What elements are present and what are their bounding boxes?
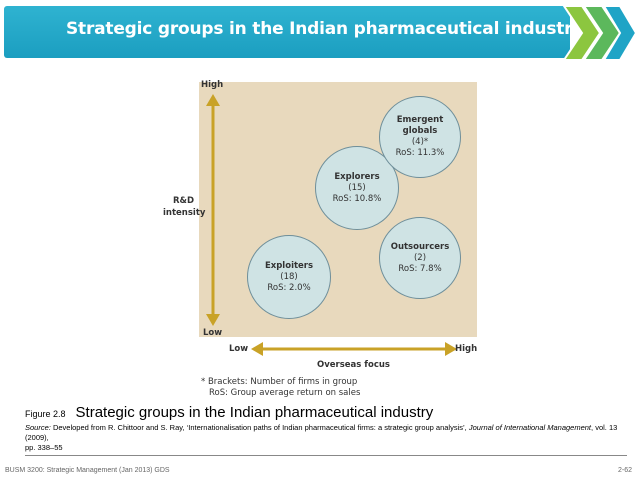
group-ros: RoS: 10.8%: [332, 193, 382, 204]
source-journal: Journal of International Management: [468, 423, 592, 432]
slide-title: Strategic groups in the Indian pharmaceu…: [66, 19, 584, 39]
group-explorers: Explorers (15) RoS: 10.8%: [315, 146, 399, 230]
group-count: (15): [348, 182, 366, 193]
figure-source: Source: Developed from R. Chittoor and S…: [25, 423, 623, 453]
x-axis-low-label: Low: [229, 344, 249, 354]
x-axis-high-label: High: [455, 344, 478, 354]
group-name: Exploiters: [264, 260, 314, 271]
group-name-line2: globals: [402, 126, 438, 136]
diagram-note-line2: RoS: Group average return on sales: [209, 388, 361, 398]
group-name: Outsourcers: [390, 241, 450, 252]
group-count: (18): [280, 271, 298, 282]
axis-arrows: [206, 94, 457, 356]
title-bar: [4, 6, 570, 58]
x-axis-label: Overseas focus: [317, 360, 390, 370]
source-label: Source:: [25, 423, 51, 432]
group-count: (2): [413, 252, 427, 263]
footer-course: BUSM 3200: Strategic Management (Jan 201…: [5, 467, 170, 474]
source-text: Developed from R. Chittoor and S. Ray, ‘…: [50, 423, 469, 432]
caption-divider: [25, 455, 627, 456]
source-pages: pp. 338–55: [25, 443, 63, 452]
y-axis-label-line1: R&D: [173, 196, 195, 206]
y-axis-high-label: High: [201, 80, 224, 90]
figure-number: Figure 2.8: [25, 409, 66, 419]
group-emergent-globals: Emergent globals (4)* RoS: 11.3%: [379, 96, 461, 178]
group-ros: RoS: 7.8%: [398, 263, 442, 274]
group-ros: RoS: 2.0%: [267, 282, 311, 293]
y-axis-arrow: [206, 94, 220, 326]
group-count: (4)*: [411, 137, 429, 147]
footer-page-number: 2-62: [617, 467, 632, 474]
group-name-line1: Emergent: [396, 115, 444, 125]
group-exploiters: Exploiters (18) RoS: 2.0%: [247, 235, 331, 319]
strategic-groups-diagram: High Low R&D intensity Low High Overseas…: [157, 76, 481, 398]
source-volume: , vol. 13 (2009),: [25, 423, 618, 442]
figure-caption: Figure 2.8 Strategic groups in the India…: [25, 404, 623, 453]
y-axis-label-line2: intensity: [163, 208, 206, 218]
chevron-decoration-icon: [562, 5, 638, 61]
diagram-note-line1: * Brackets: Number of firms in group: [201, 377, 358, 387]
y-axis-low-label: Low: [203, 328, 223, 338]
group-ros: RoS: 11.3%: [395, 148, 445, 158]
title-banner: Strategic groups in the Indian pharmaceu…: [0, 0, 638, 66]
group-outsourcers: Outsourcers (2) RoS: 7.8%: [379, 217, 461, 299]
x-axis-arrow: [251, 342, 457, 356]
figure-title: Strategic groups in the Indian pharmaceu…: [75, 404, 434, 421]
group-name: Explorers: [334, 171, 380, 182]
